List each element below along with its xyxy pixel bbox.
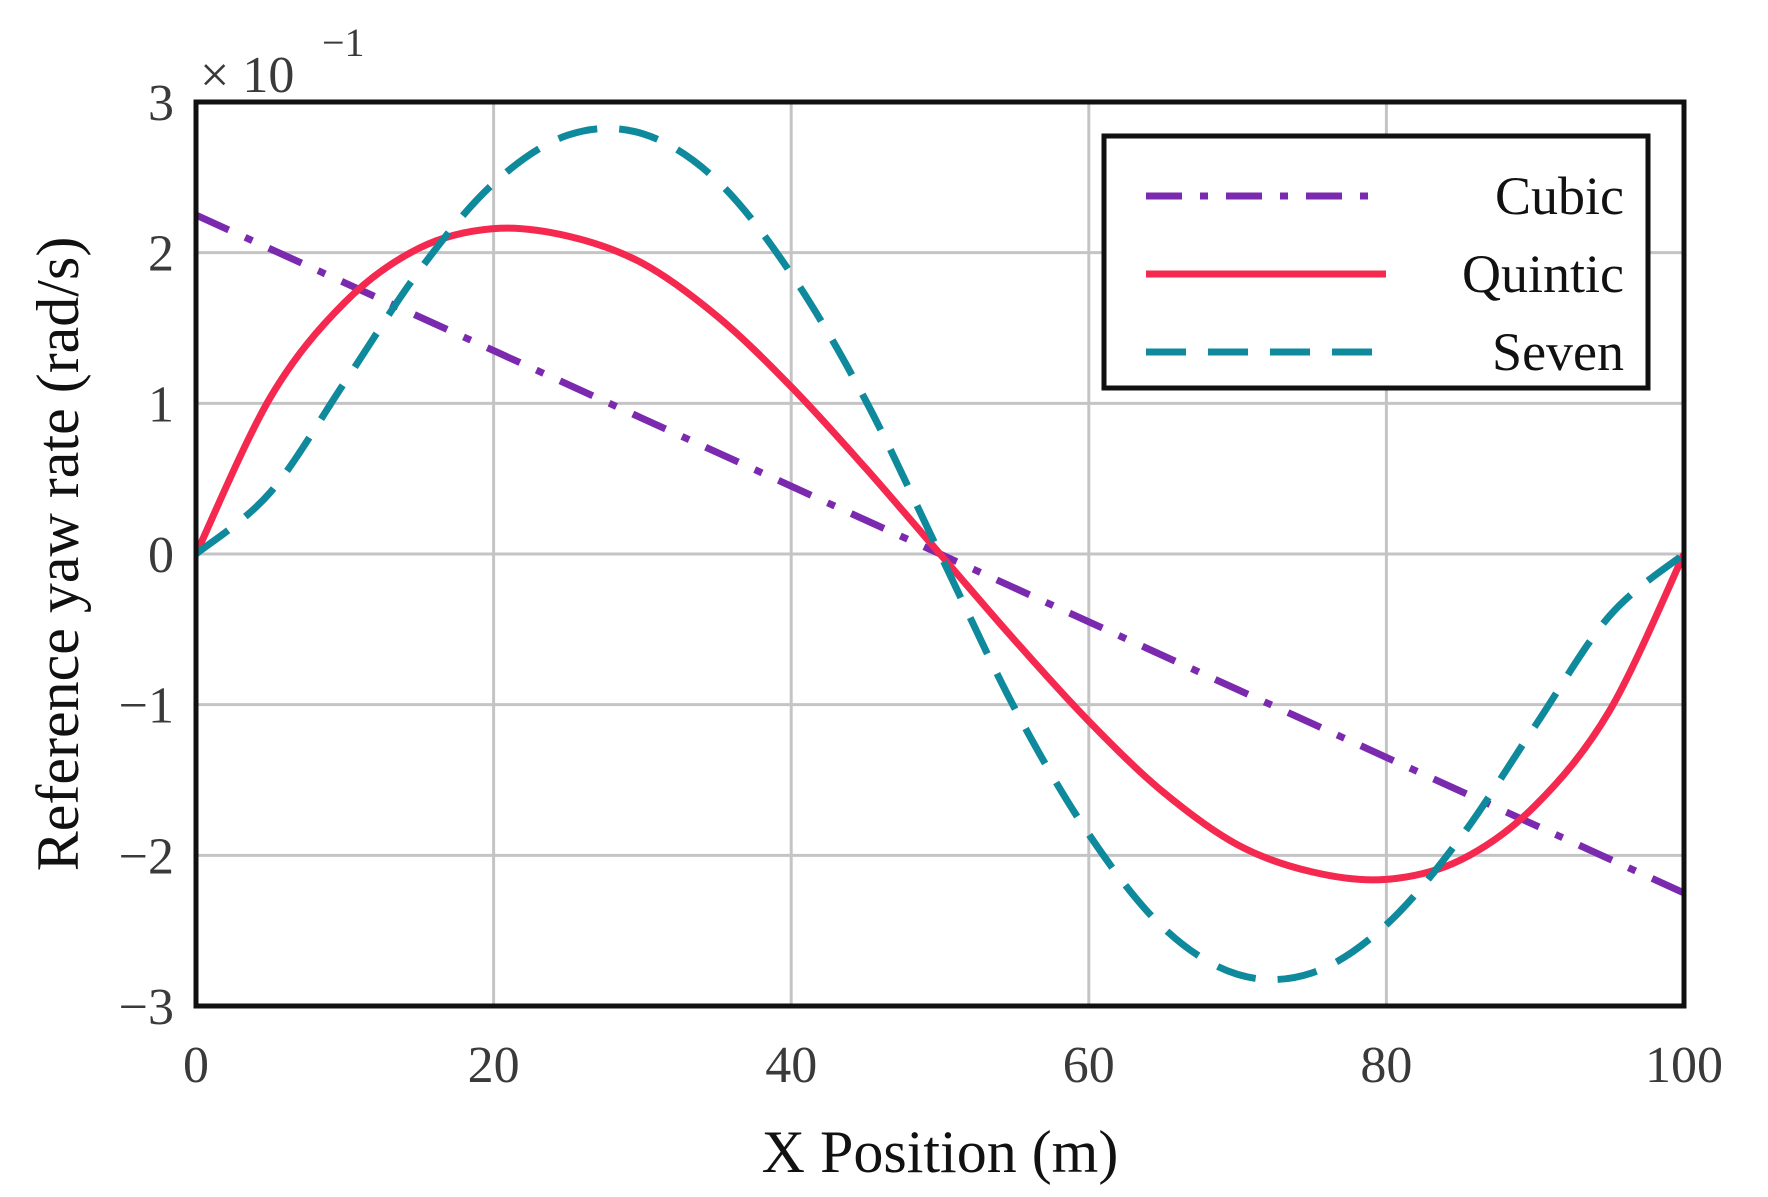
y-tick-label: −1 [119,678,174,735]
legend-box [1101,133,1651,391]
y-tick-label: −3 [119,979,174,1036]
plot-frame [193,99,1687,1009]
legend-label-quintic: Quintic [1462,244,1624,304]
x-tick-label: 100 [1645,1037,1723,1094]
legend-label-cubic: Cubic [1495,166,1624,226]
y-scale-exponent: −1 [322,20,365,65]
y-tick-label: 2 [148,226,174,283]
series-line-seven [196,124,1684,984]
x-tick-label: 40 [765,1037,817,1094]
legend-label-seven: Seven [1492,322,1624,382]
x-tick-label: 0 [183,1037,209,1094]
x-tick-label: 80 [1360,1037,1412,1094]
y-scale-multiplier: × 10 [200,47,294,104]
x-tick-label: 20 [468,1037,520,1094]
x-axis-label: X Position (m) [762,1119,1119,1185]
y-tick-label: −2 [119,828,174,885]
series-group [196,124,1684,984]
x-tick-labels: 0 20 40 60 80 100 [183,1037,1723,1094]
y-tick-label: 0 [148,527,174,584]
grid [196,102,1684,1006]
y-tick-label: 1 [148,376,174,433]
legend: Cubic Quintic Seven [1101,133,1651,391]
x-tick-label: 60 [1063,1037,1115,1094]
y-tick-label: 3 [148,75,174,132]
series-line-quintic [196,224,1684,884]
y-axis-label: Reference yaw rate (rad/s) [25,237,91,872]
y-tick-labels: 3 2 1 0 −1 −2 −3 [119,75,174,1036]
